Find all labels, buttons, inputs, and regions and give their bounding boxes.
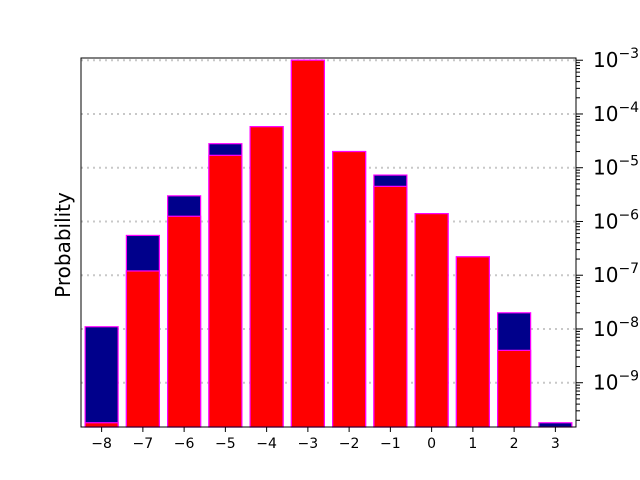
bar-s1--4 — [249, 126, 284, 428]
bar-s1--6 — [167, 215, 202, 428]
y-axis: 10−9 10−8 10−7 10−6 10−5 10−4 10−3 — [576, 46, 639, 421]
gridlines — [81, 59, 576, 384]
bar-s1--5 — [208, 154, 243, 428]
bar-s1--2 — [332, 150, 367, 428]
x-tick-label--5: −5 — [215, 436, 236, 452]
x-tick-label-3: 3 — [551, 436, 560, 452]
y-tick-label-1: 10−8 — [593, 315, 639, 341]
bar-s0--8 — [84, 326, 119, 428]
y-axis-label: Probability — [51, 192, 75, 298]
x-axis: −8 −7 −6 −5 −4 −3 −2 −1 0 1 2 3 — [91, 427, 560, 452]
bar-s1--8 — [84, 422, 119, 428]
y-tick-label-4: 10−5 — [593, 154, 639, 180]
x-tick-label--3: −3 — [298, 436, 319, 452]
y-tick-label-2: 10−7 — [593, 261, 639, 287]
x-tick-label-2: 2 — [510, 436, 519, 452]
y-tick-label-6: 10−3 — [593, 46, 639, 72]
bar-s0-3 — [538, 422, 573, 428]
x-tick-label--8: −8 — [91, 436, 112, 452]
x-tick-label--6: −6 — [174, 436, 195, 452]
x-tick-label--7: −7 — [133, 436, 154, 452]
x-tick-label--2: −2 — [339, 436, 360, 452]
bar-s1-1 — [455, 256, 490, 428]
y-tick-label-5: 10−4 — [593, 100, 639, 126]
bar-s1--1 — [373, 185, 408, 428]
x-tick-label--4: −4 — [256, 436, 277, 452]
x-tick-label--1: −1 — [380, 436, 401, 452]
bar-s1--7 — [125, 270, 160, 428]
bar-s1-2 — [497, 349, 532, 428]
bars — [84, 59, 573, 428]
x-tick-label-0: 0 — [427, 436, 436, 452]
x-tick-label-1: 1 — [468, 436, 477, 452]
bar-s1--3 — [290, 59, 325, 428]
y-tick-label-3: 10−6 — [593, 207, 639, 233]
y-tick-label-0: 10−9 — [593, 369, 639, 395]
bar-s1-0 — [414, 213, 449, 428]
